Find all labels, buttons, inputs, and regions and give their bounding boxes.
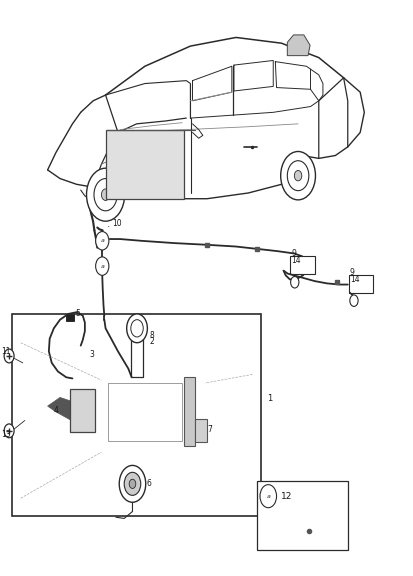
Text: 12: 12 — [280, 492, 291, 501]
Text: 7: 7 — [207, 425, 212, 434]
Text: 10: 10 — [112, 219, 121, 228]
Circle shape — [124, 472, 140, 495]
Circle shape — [294, 170, 301, 181]
Circle shape — [95, 232, 109, 250]
Circle shape — [259, 484, 276, 507]
Text: a: a — [266, 494, 270, 499]
Text: 6: 6 — [147, 479, 152, 488]
Bar — [348, 275, 373, 293]
Text: 14: 14 — [349, 275, 358, 284]
Circle shape — [287, 161, 308, 191]
Text: a: a — [100, 264, 104, 268]
Circle shape — [4, 424, 14, 438]
Polygon shape — [287, 35, 309, 56]
Bar — [12, 314, 260, 516]
Text: a: a — [100, 238, 104, 243]
Text: 3: 3 — [89, 350, 94, 359]
Circle shape — [129, 479, 135, 488]
Text: 9: 9 — [290, 249, 295, 258]
Circle shape — [126, 314, 147, 343]
Text: 14: 14 — [290, 256, 300, 266]
Circle shape — [95, 257, 109, 275]
Bar — [70, 389, 95, 432]
Polygon shape — [47, 397, 87, 423]
Circle shape — [290, 276, 298, 288]
Text: 13: 13 — [1, 430, 10, 439]
Bar — [66, 314, 74, 321]
Polygon shape — [105, 130, 184, 199]
Bar — [194, 419, 206, 442]
Text: 11: 11 — [1, 347, 10, 356]
Circle shape — [280, 151, 315, 200]
Text: 5: 5 — [75, 309, 80, 319]
Text: 9: 9 — [349, 268, 354, 277]
Bar — [289, 256, 314, 274]
Text: 2: 2 — [149, 337, 154, 346]
Circle shape — [101, 189, 109, 200]
Circle shape — [349, 295, 357, 306]
Circle shape — [86, 168, 124, 221]
Bar — [107, 383, 182, 441]
Text: 1: 1 — [266, 394, 272, 403]
Bar — [256, 481, 347, 550]
Text: 4: 4 — [54, 406, 59, 415]
Circle shape — [119, 465, 145, 502]
Bar — [184, 377, 194, 446]
Circle shape — [131, 320, 143, 337]
Circle shape — [4, 349, 14, 363]
Circle shape — [94, 179, 117, 211]
Text: 8: 8 — [149, 331, 154, 340]
